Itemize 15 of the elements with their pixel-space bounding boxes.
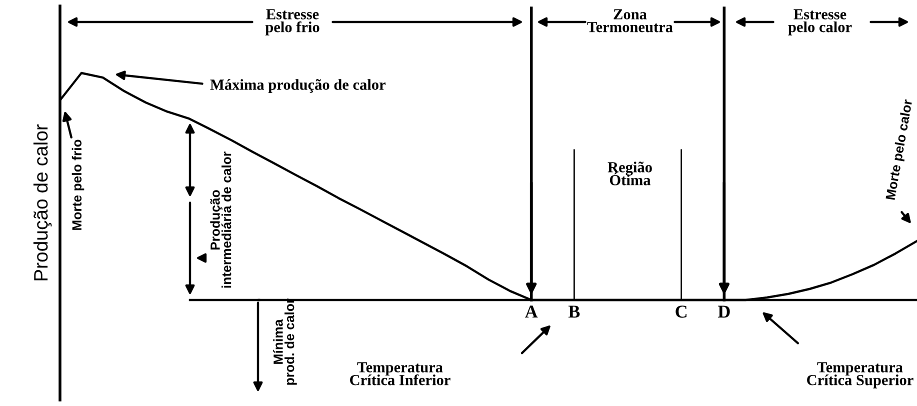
x-tick-label: A	[525, 306, 538, 318]
text: Temperatura Crítica Superior	[807, 362, 914, 388]
x-tick-label: B	[568, 306, 580, 318]
annotation: Produção intermediária de calor	[210, 152, 232, 288]
y-axis-title: Produção de calor	[33, 124, 52, 280]
annotation: Região Ótima	[608, 162, 652, 186]
text: Estresse pelo frio	[265, 9, 320, 36]
x-tick-label: D	[718, 306, 730, 318]
annotation: Morte pelo frio	[72, 140, 84, 230]
text: Temperatura Crítica Inferior	[350, 362, 450, 386]
text: Zona Termoneutra	[587, 9, 673, 32]
text: Estresse pelo calor	[788, 9, 852, 36]
x-tick-label: C	[676, 306, 686, 318]
annotation: Máxima produção de calor	[210, 79, 386, 93]
annotation: Morte pelo calor	[885, 98, 915, 200]
